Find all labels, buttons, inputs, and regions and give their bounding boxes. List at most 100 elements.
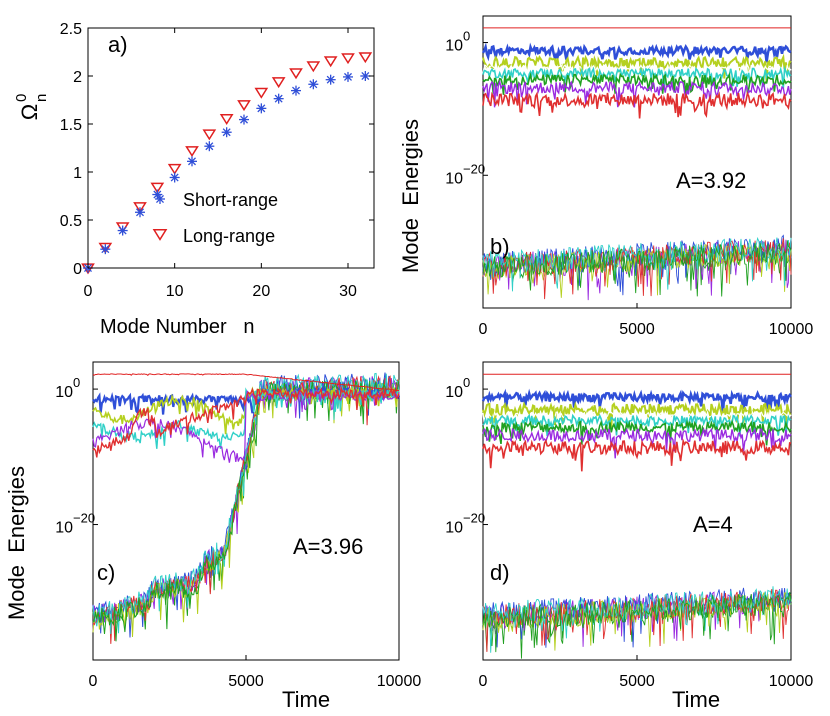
panel-c-xtick-label: 0	[89, 673, 98, 690]
short-range-point	[325, 74, 336, 85]
panel-c-ylabel: Mode Energies	[4, 466, 29, 620]
panel-c-xtick-label: 10000	[377, 673, 422, 690]
long-range-point	[167, 163, 182, 175]
long-range-point	[289, 68, 303, 80]
long-range-point	[133, 202, 147, 214]
panel-d-mode-line	[482, 413, 792, 437]
panel-b-ytick-exp: −20	[463, 161, 485, 176]
panel-b-xtick-label: 5000	[619, 321, 655, 338]
panel-d-mode-line	[482, 410, 792, 425]
legend-long-range-triangle	[152, 229, 168, 241]
panel-a-ylabel-sub: n	[33, 94, 50, 102]
short-range-point	[221, 127, 232, 138]
short-range-point	[360, 71, 371, 81]
panel-d-low-mode-line	[482, 589, 792, 647]
panel-c-low-mode-line	[92, 372, 400, 635]
panel-b-mode-line	[482, 79, 792, 108]
long-range-point	[254, 87, 269, 99]
long-range-point	[98, 242, 113, 254]
panel-c-ytick-base: 10	[55, 384, 73, 401]
short-range-point	[239, 114, 249, 125]
panel-a-ylabel-sup: 0	[13, 94, 30, 102]
long-range-point	[323, 56, 338, 68]
panel-b-ytick-base: 10	[445, 170, 463, 187]
panel-d-low-mode-line	[482, 592, 792, 651]
panel-b-annotation: A=3.92	[676, 168, 746, 193]
long-range-point	[202, 129, 217, 141]
long-range-point	[150, 182, 165, 194]
panel-a-xtick-label: 0	[84, 283, 93, 300]
panel-b-ytick-exp: 0	[463, 29, 470, 44]
panel-a-ytick-label: 1	[73, 165, 82, 182]
short-range-point	[155, 194, 165, 204]
short-range-point	[117, 225, 128, 236]
panel-b-xtick-label: 0	[479, 321, 488, 338]
panel-a-ytick-label: 2	[73, 69, 82, 86]
panel-c-lines	[92, 372, 401, 644]
panel-a-xtick-label: 10	[166, 283, 184, 300]
panel-b-mode-line	[482, 91, 792, 119]
panel-a-ylabel-main: Ω	[17, 104, 42, 120]
panel-b-label: b)	[490, 234, 510, 259]
panel-b-ylabel: Mode Energies	[398, 119, 423, 273]
long-range-point	[185, 146, 199, 158]
panel-c-mode-line	[92, 386, 400, 458]
panel-d-ytick-exp: 0	[463, 375, 470, 390]
panel-a-frame	[87, 27, 375, 269]
panel-c-top-mode-line	[92, 373, 400, 392]
panel-d-mode-line	[482, 437, 791, 472]
panel-d-xtick-label: 0	[479, 673, 488, 690]
panel-d-annotation: A=4	[693, 512, 733, 537]
panel-b-low-mode-line	[482, 240, 792, 294]
panel-b-mode-line	[482, 63, 792, 78]
short-range-point	[273, 93, 284, 104]
panel-d-xtick-label: 10000	[769, 673, 814, 690]
panel-d-low-mode-line	[482, 592, 792, 653]
legend-long-range-marker	[152, 229, 168, 241]
panel-a-legend: Short-range Long-range	[152, 190, 278, 246]
panel-a-ytick-label: 1.5	[60, 117, 82, 134]
panel-b-mode-line	[482, 72, 792, 95]
long-range-point	[219, 114, 234, 126]
short-range-point	[308, 79, 319, 90]
short-range-point	[135, 207, 145, 218]
panel-a-label: a)	[108, 32, 128, 57]
legend-long-range-label: Long-range	[183, 226, 275, 246]
panel-d-lines	[481, 373, 792, 659]
panel-c-ytick-exp: −20	[73, 511, 95, 526]
panel-a-ticks: 0 10 20 30 0 0.5 1 1.5 2 2.5	[60, 21, 374, 300]
panel-d-label: d)	[490, 560, 510, 585]
panel-c-xlabel: Time	[282, 687, 330, 712]
long-range-point	[341, 53, 355, 65]
panel-a-ylabel: Ω 0 n	[13, 94, 50, 121]
short-range-point	[187, 156, 197, 167]
panel-d-mode-line	[482, 419, 792, 446]
long-range-point	[306, 61, 321, 73]
panel-b-lines	[481, 27, 792, 301]
panel-c-low-mode-line	[92, 375, 400, 644]
panel-d-ytick-base: 10	[445, 384, 463, 401]
panel-a-frequency-plot: 0 10 20 30 0 0.5 1 1.5 2 2.5 a) Mode Number n Ω 0…	[13, 21, 375, 338]
short-range-point	[204, 141, 215, 152]
panel-b-ytick-base: 10	[445, 38, 463, 55]
panel-a-ytick-label: 2.5	[60, 21, 82, 38]
panel-d-xtick-label: 5000	[619, 673, 655, 690]
panel-d-ytick-base: 10	[445, 520, 463, 537]
panel-d-ytick-exp: −20	[463, 511, 485, 526]
panel-d-mode-line	[482, 427, 792, 459]
panel-c-label: c)	[97, 560, 115, 585]
short-range-point	[169, 172, 180, 183]
legend-short-range-label: Short-range	[183, 190, 278, 210]
panel-c-ytick-exp: 0	[73, 375, 80, 390]
long-range-point	[271, 77, 286, 89]
panel-d-xlabel: Time	[672, 687, 720, 712]
short-range-point	[291, 85, 301, 96]
short-range-point	[256, 103, 267, 114]
legend-short-range-marker	[155, 194, 165, 204]
